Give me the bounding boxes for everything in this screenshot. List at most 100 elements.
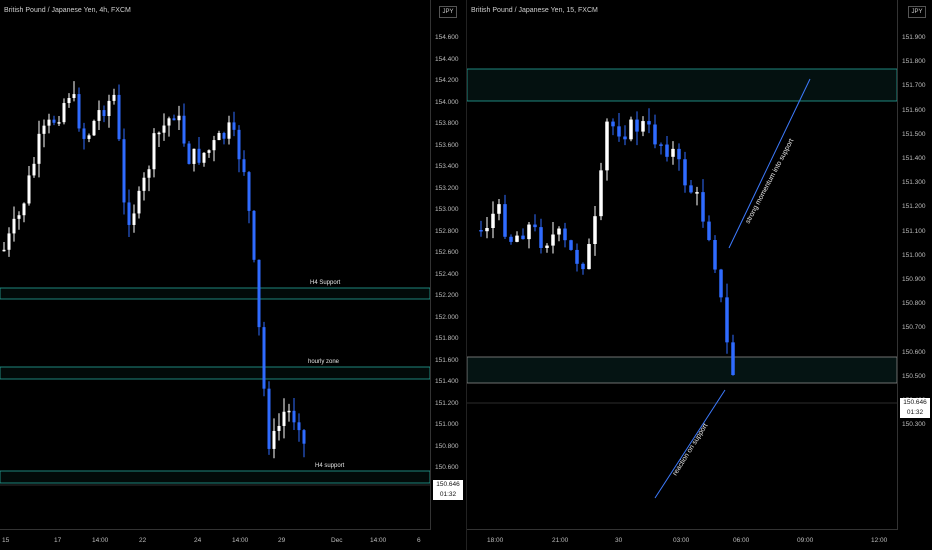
- candle: [731, 334, 735, 376]
- candle: [539, 218, 543, 254]
- candle: [172, 114, 176, 121]
- time-axis[interactable]: 15 17 14:00 22 24 14:00 29 Dec 14:00 6: [0, 529, 430, 550]
- candle: [62, 98, 66, 125]
- candle: [32, 157, 36, 178]
- time-tick-label: 18:00: [487, 537, 504, 544]
- candle: [82, 122, 86, 150]
- price-tick-label: 151.400: [435, 378, 459, 385]
- candle: [107, 94, 111, 128]
- candle: [87, 133, 91, 143]
- candle: [665, 136, 669, 162]
- price-tick-label: 150.800: [435, 442, 459, 450]
- price-tick-label: 153.000: [435, 206, 459, 213]
- price-axis[interactable]: JPY 154.600 154.400 154.200 154.000 153.800 1…: [430, 0, 467, 530]
- candle: [302, 429, 306, 458]
- currency-badge: JPY: [439, 6, 457, 18]
- last-price-label: 150.646 01:32: [433, 480, 463, 500]
- price-tick-label: 152.600: [435, 249, 459, 256]
- right-chart-pane[interactable]: British Pound / Japanese Yen, 15, FXCM s…: [466, 0, 932, 550]
- candle: [12, 206, 16, 242]
- candle: [147, 165, 151, 192]
- candle: [202, 152, 206, 167]
- candle: [635, 111, 639, 146]
- candle: [605, 118, 609, 181]
- right-candles-plot[interactable]: strong momentum into support reaction on …: [467, 0, 897, 530]
- price-tick-label: 152.400: [435, 270, 459, 278]
- price-tick-label: 151.800: [435, 335, 459, 342]
- price-tick-label: 154.400: [435, 55, 459, 63]
- candle: [297, 413, 301, 442]
- candle: [152, 128, 156, 178]
- price-tick-label: 150.900: [902, 276, 926, 283]
- reaction-arrow[interactable]: reaction on support: [654, 389, 726, 499]
- candle: [623, 125, 627, 146]
- candle: [659, 142, 663, 155]
- candle: [227, 115, 231, 145]
- candle: [207, 149, 211, 158]
- price-tick-label: 150.300: [902, 421, 926, 429]
- price-tick-label: 151.600: [902, 106, 926, 114]
- time-tick-label: 29: [278, 537, 286, 544]
- chart-title: British Pound / Japanese Yen, 4h, FXCM: [4, 7, 131, 14]
- time-tick-label: 17: [54, 537, 62, 544]
- resistance-zone[interactable]: [467, 68, 897, 102]
- momentum-arrow[interactable]: strong momentum into support: [728, 78, 811, 249]
- candle: [97, 100, 101, 130]
- candle: [232, 111, 236, 137]
- price-tick-label: 152.000: [435, 313, 459, 321]
- candle: [112, 88, 116, 105]
- time-tick-label: 06:00: [733, 537, 750, 544]
- candle: [653, 114, 657, 149]
- last-price-label: 150.646 01:32: [900, 398, 930, 418]
- price-tick-label: 151.600: [435, 356, 459, 364]
- zone-label: H4 Support: [310, 280, 341, 286]
- candle: [292, 398, 296, 430]
- candle: [503, 194, 507, 239]
- time-axis[interactable]: 18:00 21:00 30 03:00 06:00 09:00 12:00: [467, 529, 897, 550]
- price-tick-label: 151.200: [902, 203, 926, 211]
- candle: [262, 321, 266, 397]
- price-tick-label: 152.200: [435, 292, 459, 299]
- bar-countdown: 01:32: [906, 409, 924, 416]
- candle: [177, 105, 181, 130]
- candle: [497, 198, 501, 221]
- price-tick-label: 150.600: [902, 348, 926, 356]
- candle: [587, 238, 591, 270]
- price-tick-label: 154.600: [435, 34, 459, 41]
- support-zone[interactable]: hourly zone: [0, 359, 430, 380]
- candle: [102, 105, 106, 123]
- candle: [719, 268, 723, 303]
- candle: [282, 398, 286, 439]
- candle: [167, 116, 171, 137]
- candle: [212, 135, 216, 162]
- last-price: 150.646: [903, 399, 927, 406]
- candle: [122, 128, 126, 215]
- price-tick-label: 154.200: [435, 77, 459, 84]
- candle: [47, 113, 51, 134]
- price-tick-label: 150.700: [902, 324, 926, 332]
- candle: [677, 143, 681, 171]
- support-zone[interactable]: H4 support: [0, 463, 430, 484]
- support-zone[interactable]: [467, 356, 897, 384]
- time-tick-label: 14:00: [370, 537, 387, 544]
- candle: [707, 215, 711, 242]
- time-tick-label: 21:00: [552, 537, 569, 544]
- candle: [563, 222, 567, 248]
- time-tick-label: 24: [194, 537, 202, 544]
- price-tick-label: 153.600: [435, 141, 459, 149]
- support-zone[interactable]: H4 Support: [0, 280, 430, 300]
- candle: [52, 115, 56, 126]
- price-tick-label: 151.000: [435, 421, 459, 428]
- left-candles-plot[interactable]: H4 Support hourly zone H4 support: [0, 0, 430, 530]
- candle: [257, 259, 261, 336]
- candle: [647, 108, 651, 134]
- price-tick-label: 153.200: [435, 184, 459, 192]
- time-tick-label: 15: [2, 537, 10, 544]
- left-chart-pane[interactable]: British Pound / Japanese Yen, 4h, FXCM H…: [0, 0, 466, 550]
- price-tick-label: 150.800: [902, 300, 926, 308]
- currency-badge: JPY: [908, 6, 926, 18]
- candle: [671, 141, 675, 165]
- zone-label: hourly zone: [308, 359, 340, 365]
- price-axis[interactable]: JPY 151.900 151.800 151.700 151.600 151.500 1…: [897, 0, 932, 530]
- candle: [117, 84, 121, 142]
